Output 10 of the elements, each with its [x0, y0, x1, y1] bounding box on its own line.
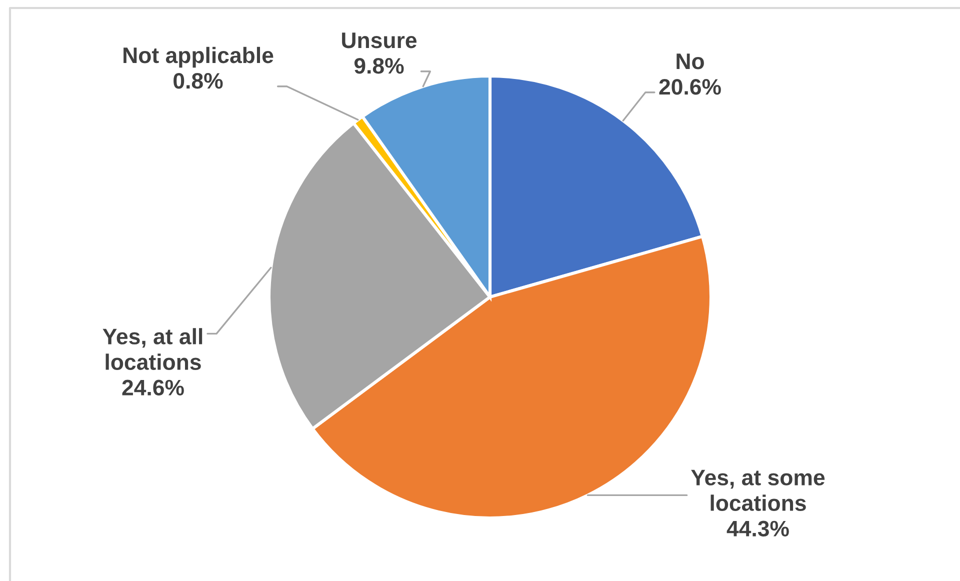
- slice-label: No: [676, 54, 704, 70]
- data-label: 24.6%: [122, 380, 184, 396]
- slice-label: Yes, at some locations: [691, 470, 825, 511]
- data-label: 9.8%: [354, 58, 404, 74]
- data-label: 44.3%: [726, 520, 789, 537]
- slice-label: Unsure: [342, 32, 417, 48]
- data-label: 20.6%: [659, 79, 721, 95]
- data-label: 0.8%: [174, 73, 223, 89]
- slice-label: Not applicable: [124, 46, 274, 68]
- slice-label: Yes, at all locations: [102, 328, 202, 370]
